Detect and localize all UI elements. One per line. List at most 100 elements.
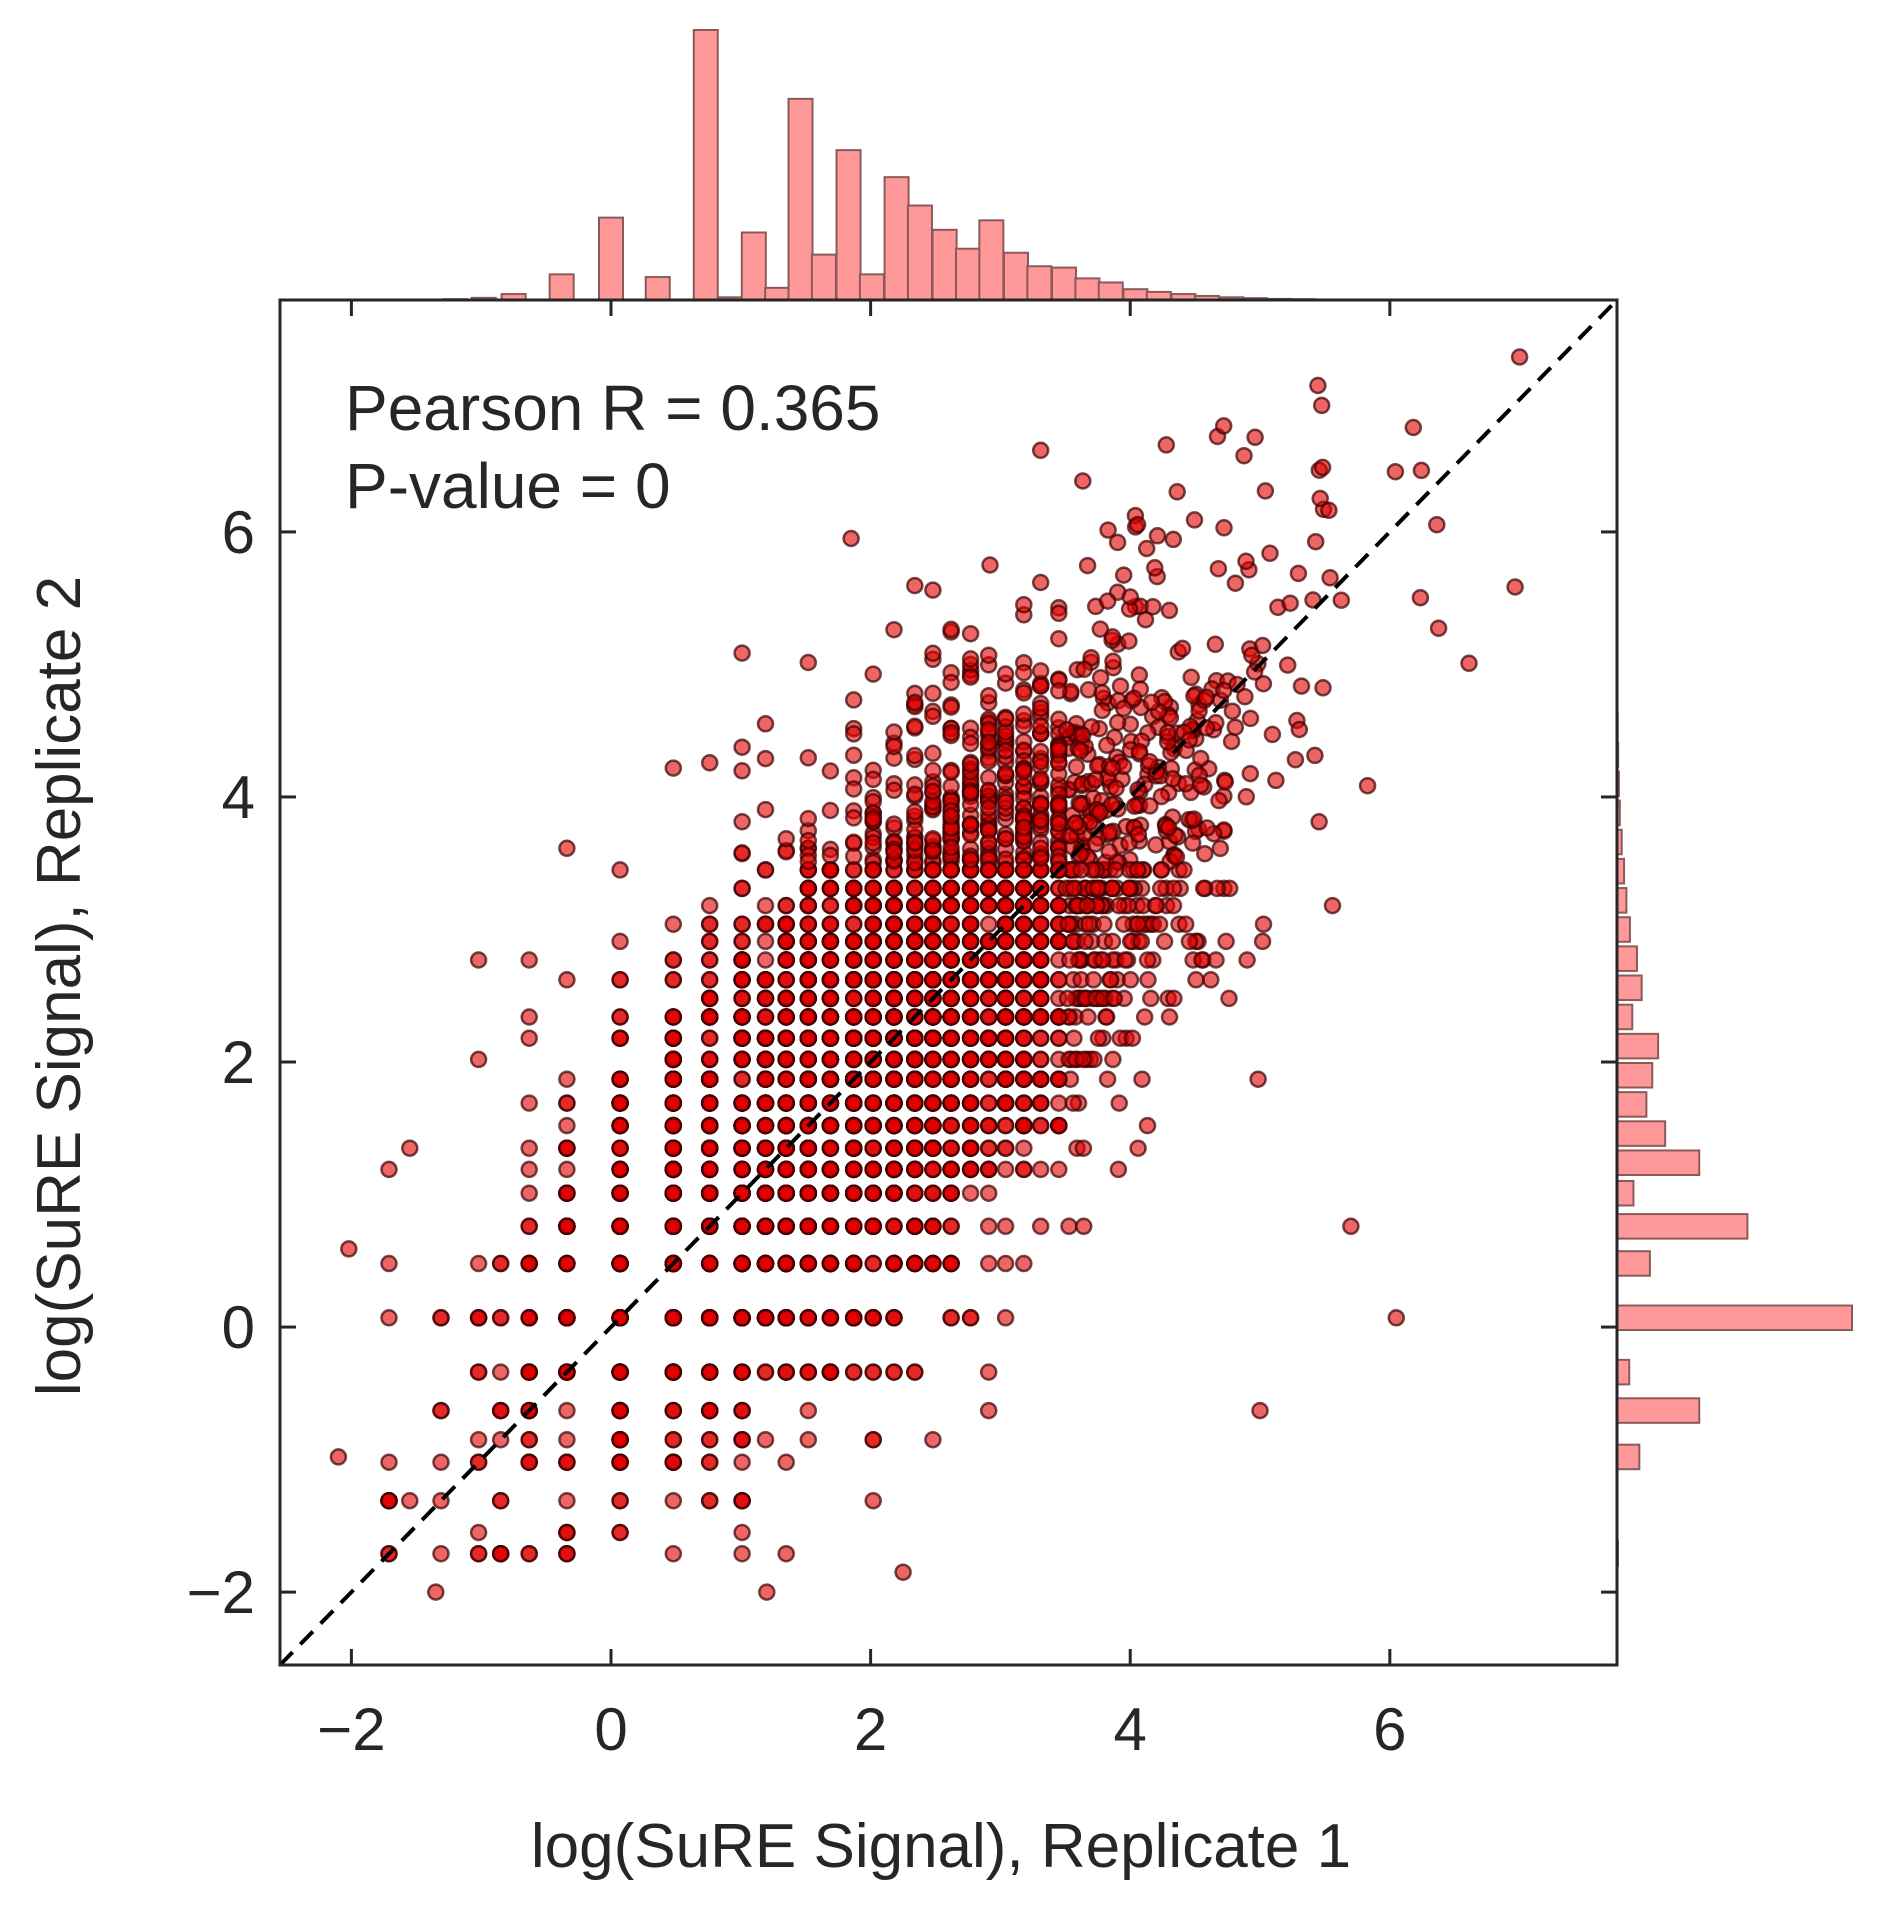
scatter-point [1031, 1116, 1050, 1135]
scatter-point [733, 951, 751, 969]
scatter-point [885, 1116, 903, 1135]
scatter-point [961, 1029, 980, 1047]
scatter-point [558, 1544, 576, 1563]
scatter-point [961, 1160, 980, 1179]
scatter-point [1050, 1070, 1068, 1088]
scatter-point [1015, 762, 1033, 781]
scatter-point [1460, 654, 1478, 673]
y-hist-bar [1616, 1443, 1641, 1471]
scatter-point [611, 1008, 629, 1026]
scatter-points [329, 348, 1529, 1601]
scatter-point [733, 1070, 751, 1088]
scatter-point [558, 1523, 576, 1542]
scatter-point [1015, 663, 1033, 682]
scatter-point [733, 1401, 751, 1420]
scatter-point [1050, 604, 1068, 623]
scatter-point [1097, 1008, 1116, 1026]
scatter-point [1146, 559, 1164, 577]
scatter-point [611, 1401, 629, 1420]
scatter-point [1144, 597, 1162, 616]
scatter-point [864, 1254, 882, 1273]
scatter-point [979, 1160, 998, 1179]
scatter-point [844, 691, 863, 709]
scatter-point [1031, 1070, 1050, 1088]
scatter-point [1123, 1029, 1142, 1047]
scatter-point [1310, 813, 1328, 831]
scatter-point [924, 1254, 942, 1273]
scatter-point [1314, 679, 1332, 697]
scatter-point [401, 1491, 419, 1510]
scatter-point [1060, 951, 1079, 969]
scatter-point [1031, 795, 1050, 813]
scatter-point [1050, 896, 1068, 915]
scatter-point [432, 1401, 450, 1420]
scatter-point [558, 1309, 576, 1327]
scatter-point [756, 915, 775, 933]
scatter-point [1050, 1029, 1068, 1047]
scatter-point [924, 761, 942, 780]
scatter-point [979, 834, 998, 852]
scatter-point [924, 1116, 942, 1135]
scatter-point [844, 1160, 863, 1179]
scatter-point [924, 707, 942, 726]
scatter-point [924, 1050, 942, 1069]
scatter-point [996, 665, 1015, 683]
scatter-point [1015, 595, 1033, 614]
scatter-point [821, 1050, 840, 1069]
scatter-point [1103, 879, 1122, 898]
scatter-point [1286, 750, 1305, 769]
scatter-point [1050, 932, 1068, 951]
scatter-point [611, 1453, 629, 1471]
scatter-point [611, 932, 629, 951]
scatter-point [799, 831, 818, 850]
x-tick-label: 0 [594, 1696, 627, 1763]
scatter-point [821, 1029, 840, 1047]
scatter-point [996, 1309, 1015, 1327]
marginal-x-histogram [442, 29, 1390, 302]
scatter-point [1142, 693, 1161, 711]
scatter-point [1155, 932, 1174, 951]
scatter-point [1138, 1116, 1157, 1135]
scatter-point [1031, 717, 1050, 735]
scatter-point [1114, 566, 1133, 584]
scatter-point [906, 1029, 924, 1047]
scatter-point [1173, 639, 1192, 658]
scatter-point [664, 1217, 683, 1236]
scatter-point [961, 896, 980, 915]
scatter-point [1241, 764, 1260, 783]
y-hist-bar [1616, 1120, 1667, 1147]
scatter-point [1116, 951, 1134, 969]
scatter-point [664, 1070, 683, 1088]
scatter-point [996, 951, 1015, 969]
scatter-point [733, 1217, 751, 1236]
scatter-point [979, 1184, 998, 1202]
scatter-point [924, 1184, 942, 1202]
scatter-point [756, 861, 775, 879]
scatter-point [844, 932, 863, 951]
scatter-point [520, 1029, 538, 1047]
scatter-point [821, 951, 840, 969]
scatter-point [864, 665, 882, 683]
scatter-point [842, 529, 860, 548]
scatter-point [777, 951, 795, 969]
scatter-point [821, 879, 840, 898]
scatter-point [1031, 441, 1050, 460]
scatter-point [799, 971, 818, 989]
scatter-point [733, 1363, 751, 1381]
scatter-point [558, 1139, 576, 1157]
scatter-point [664, 1008, 683, 1026]
scatter-point [844, 746, 863, 764]
scatter-point [1015, 1050, 1033, 1069]
scatter-point [1141, 797, 1159, 815]
scatter-point [1076, 932, 1094, 951]
scatter-point [924, 1139, 942, 1157]
y-hist-bar [1616, 1062, 1654, 1089]
scatter-point [942, 1184, 960, 1202]
scatter-point [1222, 732, 1241, 751]
scatter-point [864, 879, 882, 898]
scatter-point [1246, 428, 1264, 447]
scatter-point [1129, 825, 1148, 844]
scatter-point [864, 861, 882, 879]
scatter-point [1168, 483, 1186, 501]
scatter-point [996, 1070, 1015, 1088]
